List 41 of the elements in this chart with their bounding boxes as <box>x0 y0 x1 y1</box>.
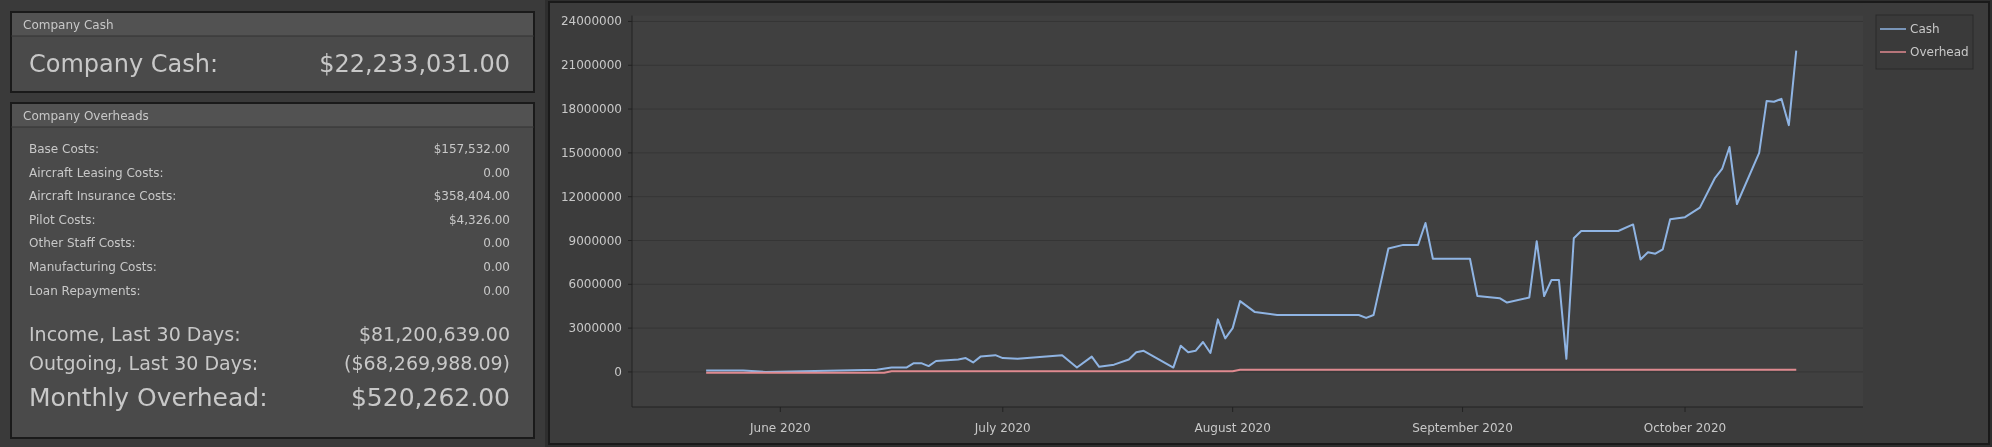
text: $22,233,031.00 <box>319 50 510 78</box>
x-tick-label: June 2020 <box>749 421 811 435</box>
text: 0.00 <box>483 283 510 298</box>
text: Loan Repayments: <box>29 283 141 298</box>
text: Aircraft Leasing Costs: <box>29 165 164 180</box>
text: $157,532.00 <box>433 142 510 156</box>
text: Income, Last 30 Days: <box>29 323 241 345</box>
text: 0.00 <box>483 236 510 251</box>
text: $358,404.00 <box>433 189 510 204</box>
legend-label: Cash <box>1910 22 1940 36</box>
text: Pilot Costs: <box>29 212 96 227</box>
y-tick-label: 12000000 <box>560 189 622 204</box>
text: Base Costs: <box>29 142 100 156</box>
text: Outgoing, Last 30 Days: <box>29 352 259 374</box>
y-tick-label: 15000000 <box>560 145 622 160</box>
y-tick-label: 0 <box>614 364 622 379</box>
x-tick-label: July 2020 <box>973 421 1031 435</box>
text: Manufacturing Costs: <box>29 260 157 274</box>
line-series <box>705 49 1798 373</box>
legend-label: Overhead <box>1910 45 1969 59</box>
text: $520,262.00 <box>350 383 510 412</box>
y-tick-label: 21000000 <box>560 58 622 73</box>
text: Monthly Overhead: <box>29 383 268 412</box>
text: Other Staff Costs: <box>29 236 136 251</box>
y-tick-label: 6000000 <box>568 277 622 292</box>
text: Company Overheads <box>23 109 149 123</box>
text: 0.00 <box>483 165 510 180</box>
x-tick-label: August 2020 <box>1194 421 1271 435</box>
y-tick-label: 9000000 <box>568 233 622 248</box>
text: Company Cash: <box>29 50 219 78</box>
y-tick-label: 24000000 <box>560 14 622 29</box>
y-tick-label: 3000000 <box>568 321 622 336</box>
y-tick-label: 18000000 <box>560 102 622 117</box>
text: Aircraft Insurance Costs: <box>29 189 177 204</box>
x-tick-label: October 2020 <box>1643 421 1727 435</box>
x-tick-label: September 2020 <box>1412 421 1513 435</box>
text: Company Cash <box>23 18 114 32</box>
text: $81,200,639.00 <box>358 323 510 345</box>
text: 0.00 <box>483 260 510 274</box>
text: $4,326.00 <box>448 212 510 227</box>
text: ($68,269,988.09) <box>344 352 510 374</box>
